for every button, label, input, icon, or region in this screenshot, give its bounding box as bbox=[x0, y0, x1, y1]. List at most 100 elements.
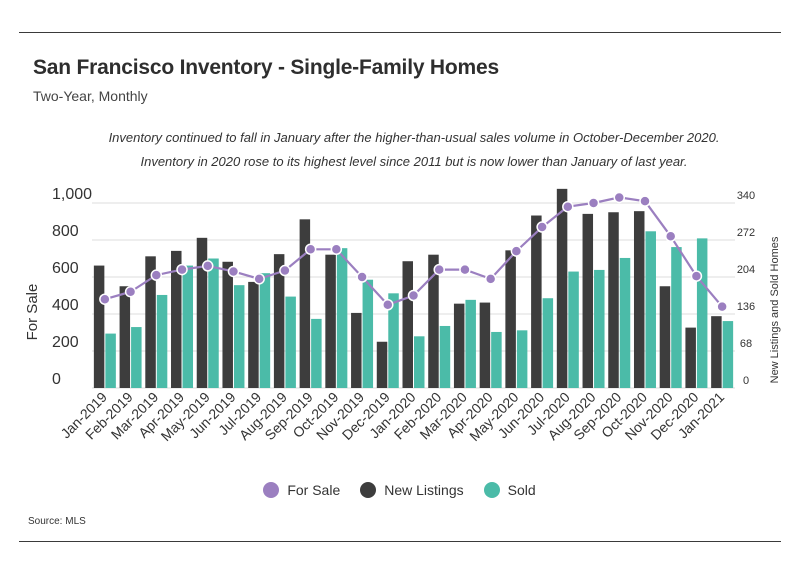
bar-new-listings bbox=[531, 215, 542, 388]
bar-new-listings bbox=[248, 281, 259, 388]
bar-sold bbox=[722, 321, 734, 388]
bar-sold bbox=[696, 238, 708, 388]
bar-new-listings bbox=[376, 341, 388, 388]
legend: For Sale New Listings Sold bbox=[0, 482, 799, 498]
bar-sold bbox=[311, 318, 322, 388]
chart-subtitle: Two-Year, Monthly bbox=[33, 88, 148, 104]
legend-swatch-for-sale bbox=[263, 482, 280, 498]
y-tick-label: 1,000 bbox=[52, 186, 92, 203]
bar-new-listings bbox=[659, 286, 671, 388]
bar-new-listings bbox=[351, 312, 362, 388]
y-tick-label: 400 bbox=[52, 297, 79, 314]
bar-sold bbox=[414, 336, 425, 388]
point-for-sale bbox=[407, 289, 420, 302]
bar-sold bbox=[156, 294, 168, 388]
bar-sold bbox=[516, 330, 528, 388]
y2-axis-title: New Listings and Sold Homes bbox=[769, 236, 781, 383]
point-for-sale bbox=[613, 191, 626, 204]
point-for-sale bbox=[562, 200, 574, 213]
point-for-sale bbox=[253, 273, 265, 285]
bar-sold bbox=[671, 247, 682, 388]
bar-sold bbox=[568, 271, 579, 388]
y-tick-label: 0 bbox=[52, 371, 61, 388]
y2-tick-label: 340 bbox=[737, 190, 755, 202]
bar-new-listings bbox=[479, 302, 491, 388]
y2-tick-label: 204 bbox=[737, 264, 755, 276]
y-tick-label: 800 bbox=[52, 223, 79, 240]
source-note: Source: MLS bbox=[28, 516, 86, 527]
y-tick-label: 200 bbox=[52, 334, 79, 351]
bar-new-listings bbox=[556, 188, 568, 388]
bar-new-listings bbox=[145, 256, 156, 388]
annotation-line-1: Inventory continued to fall in January a… bbox=[108, 130, 720, 145]
point-for-sale bbox=[690, 270, 703, 282]
point-for-sale bbox=[356, 271, 368, 283]
bar-sold bbox=[465, 299, 476, 388]
y-axis-title: For Sale bbox=[24, 284, 41, 341]
bar-sold bbox=[645, 231, 656, 388]
y2-tick-label: 136 bbox=[737, 301, 755, 313]
point-for-sale bbox=[433, 263, 445, 276]
bar-sold bbox=[336, 248, 348, 388]
point-for-sale bbox=[150, 269, 163, 281]
annotation-line-2: Inventory in 2020 rose to its highest le… bbox=[140, 154, 688, 169]
legend-swatch-new-listings bbox=[360, 482, 377, 498]
bar-new-listings bbox=[196, 237, 208, 388]
bar-new-listings bbox=[582, 213, 594, 388]
point-for-sale bbox=[639, 195, 651, 207]
bar-sold bbox=[388, 293, 399, 388]
legend-label-sold: Sold bbox=[507, 482, 536, 498]
bar-new-listings bbox=[453, 303, 465, 388]
bar-new-listings bbox=[299, 219, 311, 388]
bar-sold bbox=[105, 333, 116, 388]
bar-new-listings bbox=[428, 254, 439, 388]
bar-new-listings bbox=[505, 250, 516, 388]
bar-new-listings bbox=[273, 254, 285, 388]
bar-sold bbox=[491, 331, 502, 388]
point-for-sale bbox=[176, 263, 188, 276]
chart-title: San Francisco Inventory - Single-Family … bbox=[33, 56, 499, 79]
y2-tick-label: 68 bbox=[740, 338, 752, 350]
point-for-sale bbox=[227, 265, 240, 278]
bar-sold bbox=[542, 298, 554, 388]
point-for-sale bbox=[587, 197, 600, 209]
y2-tick-label: 0 bbox=[743, 375, 749, 387]
legend-label-new-listings: New Listings bbox=[384, 482, 464, 498]
point-for-sale bbox=[664, 230, 677, 243]
bar-new-listings bbox=[608, 212, 619, 388]
bar-new-listings bbox=[93, 265, 105, 388]
legend-item-for-sale: For Sale bbox=[263, 482, 340, 498]
bar-sold bbox=[439, 325, 451, 388]
legend-swatch-sold bbox=[483, 482, 500, 498]
point-for-sale bbox=[330, 243, 343, 255]
y-tick-label: 600 bbox=[52, 260, 79, 277]
legend-label-for-sale: For Sale bbox=[287, 482, 341, 498]
point-for-sale bbox=[510, 245, 523, 257]
point-for-sale bbox=[484, 273, 497, 285]
point-for-sale bbox=[124, 286, 137, 298]
bottom-rule bbox=[19, 541, 781, 542]
bar-sold bbox=[285, 296, 296, 388]
legend-item-new-listings: New Listings bbox=[360, 482, 464, 498]
bar-new-listings bbox=[325, 254, 336, 388]
point-for-sale bbox=[716, 300, 728, 313]
bar-sold bbox=[594, 269, 605, 388]
bar-new-listings bbox=[402, 261, 413, 388]
point-for-sale bbox=[459, 263, 471, 276]
bar-new-listings bbox=[633, 211, 645, 388]
point-for-sale bbox=[279, 264, 291, 277]
point-for-sale bbox=[382, 299, 394, 311]
bar-sold bbox=[182, 265, 194, 388]
point-for-sale bbox=[99, 293, 111, 305]
y2-tick-label: 272 bbox=[737, 227, 755, 239]
bar-sold bbox=[233, 285, 245, 388]
point-for-sale bbox=[201, 260, 214, 272]
bar-sold bbox=[362, 279, 374, 388]
bar-sold bbox=[259, 273, 271, 388]
point-for-sale bbox=[536, 221, 548, 233]
bar-new-listings bbox=[119, 286, 131, 388]
bar-sold bbox=[208, 258, 219, 388]
bar-new-listings bbox=[171, 250, 182, 388]
bar-sold bbox=[131, 327, 142, 388]
